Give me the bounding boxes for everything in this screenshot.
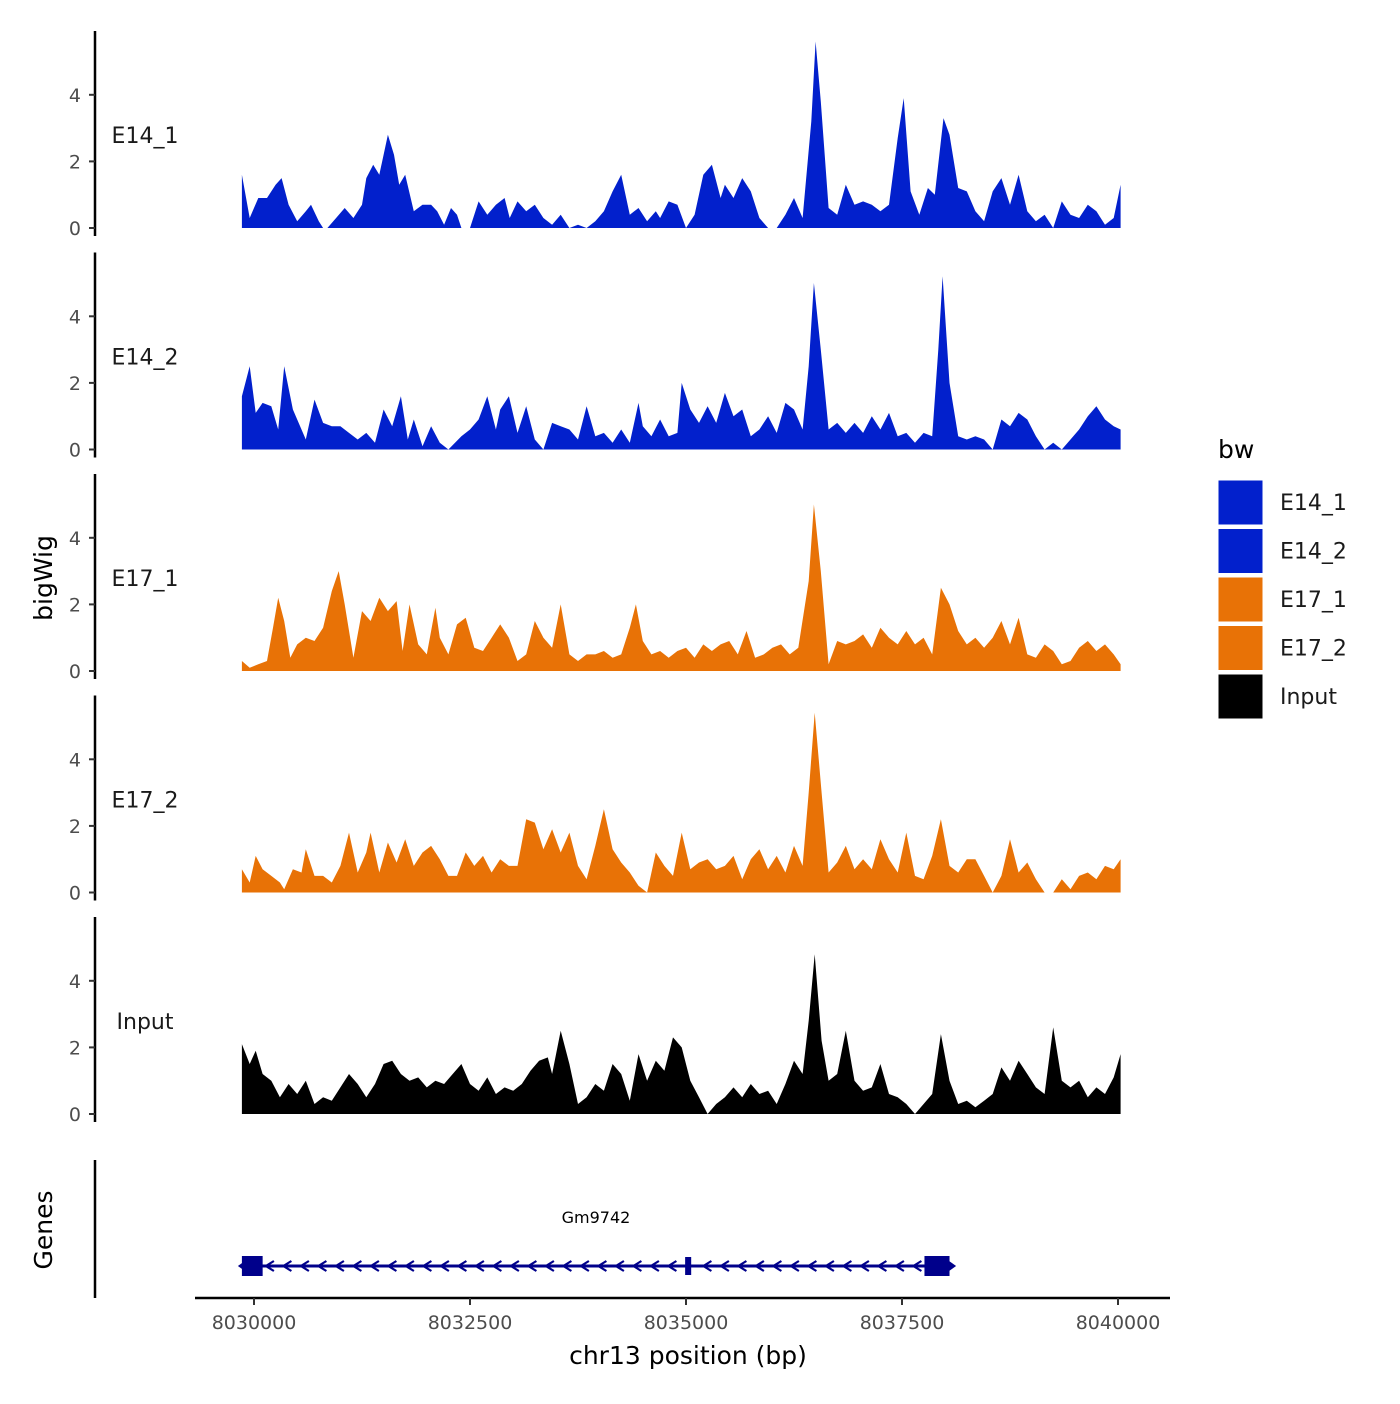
legend-label-e14_1: E14_1: [1280, 491, 1347, 516]
strand-arrow: [666, 1260, 677, 1272]
track-label: E14_1: [112, 124, 179, 149]
gene-name-label: Gm9742: [562, 1208, 631, 1227]
signal-area-e14_2: [241, 276, 1121, 450]
y-tick-label: 4: [69, 971, 81, 993]
x-axis: 8030000 8032500 8035000 8037500 8040000: [195, 1296, 1170, 1334]
y-tick-label: 0: [69, 1104, 81, 1126]
strand-arrow: [596, 1260, 607, 1272]
strand-arrow: [526, 1260, 537, 1272]
legend-swatch-e14_1: [1217, 479, 1264, 526]
track-label: E14_2: [112, 346, 179, 371]
y-tick-label: 0: [69, 440, 81, 462]
genes-track: Gm9742: [93, 1160, 957, 1298]
strand-arrow: [648, 1260, 660, 1272]
track-label: Input: [117, 1010, 174, 1035]
strand-arrow: [753, 1260, 765, 1272]
track-panel-e17_1: 0 2 4 E17_1: [69, 474, 1121, 683]
strand-arrow: [263, 1260, 275, 1272]
legend-swatch-input: [1217, 673, 1264, 720]
strand-arrow: [578, 1260, 590, 1272]
strand-arrow: [823, 1260, 835, 1272]
strand-arrow: [438, 1260, 450, 1272]
strand-arrow: [701, 1260, 712, 1272]
track-panel-e17_2: 0 2 4 E17_2: [69, 695, 1121, 905]
strand-arrow: [421, 1260, 432, 1272]
strand-arrow: [718, 1260, 730, 1272]
strand-arrow: [613, 1260, 625, 1272]
strand-arrow: [543, 1260, 555, 1272]
genes-axis-title: Genes: [29, 1190, 58, 1269]
track-label: E17_2: [112, 789, 179, 814]
strand-arrow: [841, 1260, 852, 1272]
legend: bw E14_1 E14_2 E17_1 E17_2 Input: [1217, 435, 1347, 720]
y-tick-label: 2: [69, 151, 81, 173]
signal-area-e17_2: [241, 712, 1121, 893]
y-tick-label: 4: [69, 749, 81, 771]
legend-label-e17_2: E17_2: [1280, 637, 1347, 662]
x-axis-title: chr13 position (bp): [569, 1341, 807, 1370]
y-axis-title: bigWig: [29, 535, 58, 621]
y-tick-label: 4: [69, 306, 81, 328]
x-tick-label: 8035000: [644, 1312, 729, 1334]
strand-arrow: [386, 1260, 397, 1272]
y-tick-label: 0: [69, 661, 81, 683]
strand-arrow: [736, 1260, 747, 1272]
legend-label-e14_2: E14_2: [1280, 540, 1347, 565]
strand-arrow: [281, 1260, 292, 1272]
strand-arrow: [368, 1260, 380, 1272]
y-tick-label: 0: [69, 883, 81, 905]
legend-title: bw: [1218, 435, 1254, 464]
legend-swatch-e17_2: [1217, 625, 1264, 671]
track-panel-e14_1: 0 2 4 E14_1: [69, 31, 1121, 240]
legend-swatch-e17_1: [1217, 576, 1264, 623]
strand-arrow: [316, 1260, 327, 1272]
track-panel-input: 0 2 4 Input: [69, 917, 1121, 1126]
y-tick-label: 2: [69, 816, 81, 838]
gene-exon: [241, 1256, 263, 1276]
legend-label-input: Input: [1280, 685, 1337, 710]
strand-arrow: [351, 1260, 362, 1272]
strand-arrow: [893, 1260, 905, 1272]
gene-end-cap: [237, 1261, 245, 1271]
gene-exon: [685, 1257, 692, 1275]
legend-label-e17_1: E17_1: [1280, 588, 1347, 613]
strand-arrow: [561, 1260, 572, 1272]
y-tick-label: 4: [69, 85, 81, 107]
signal-area-e17_1: [241, 504, 1121, 671]
strand-arrow: [631, 1260, 642, 1272]
strand-arrow: [298, 1260, 310, 1272]
signal-tracks: 0 2 4 E14_1 0 2 4 E14_2 0 2 4 E17_1 0 2 4 E17_2 0 2 4 Input: [69, 31, 1121, 1126]
signal-area-input: [241, 954, 1121, 1114]
legend-swatch-e14_2: [1217, 528, 1264, 574]
y-tick-label: 4: [69, 528, 81, 550]
strand-arrow: [876, 1260, 887, 1272]
y-tick-label: 0: [69, 218, 81, 240]
strand-arrow: [456, 1260, 467, 1272]
gene-end-cap: [949, 1261, 957, 1271]
strand-arrow: [508, 1260, 520, 1272]
strand-arrow: [911, 1260, 922, 1272]
gene-gm9742: Gm9742: [237, 1208, 957, 1276]
y-tick-label: 2: [69, 594, 81, 616]
x-tick-label: 8030000: [212, 1312, 297, 1334]
x-tick-label: 8037500: [860, 1312, 945, 1334]
signal-area-e14_1: [241, 41, 1121, 228]
x-tick-label: 8032500: [428, 1312, 513, 1334]
x-tick-label: 8040000: [1076, 1312, 1161, 1334]
strand-arrow: [333, 1260, 345, 1272]
strand-arrow: [491, 1260, 502, 1272]
strand-arrow: [806, 1260, 817, 1272]
track-panel-e14_2: 0 2 4 E14_2: [69, 252, 1121, 462]
y-tick-label: 2: [69, 373, 81, 395]
gene-exon: [924, 1256, 950, 1276]
strand-arrow: [858, 1260, 870, 1272]
strand-arrow: [473, 1260, 485, 1272]
track-label: E17_1: [112, 567, 179, 592]
strand-arrow: [788, 1260, 800, 1272]
strand-arrow: [771, 1260, 782, 1272]
y-tick-label: 2: [69, 1037, 81, 1059]
strand-arrow: [403, 1260, 415, 1272]
